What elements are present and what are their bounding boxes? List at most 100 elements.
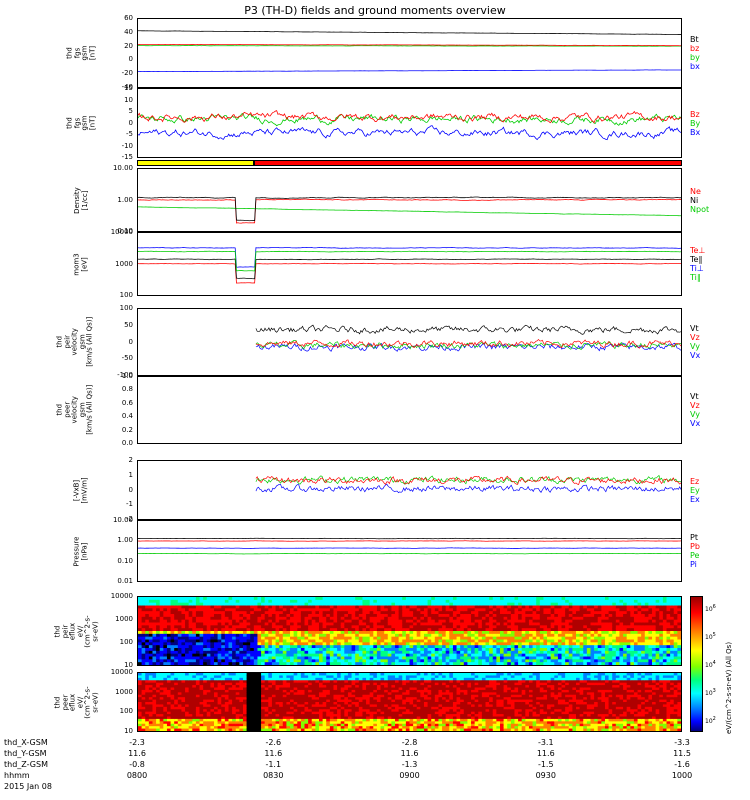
x-tick-label: 11.6 [400, 749, 419, 758]
x-axis-row-label: thd_Y-GSM [4, 749, 47, 758]
colorbar-tick-label: 104 [705, 660, 716, 669]
y-tick-label: -1 [126, 500, 133, 509]
y-tick-label: 10.00 [112, 164, 133, 172]
legend-item-Bt: Bt [690, 35, 699, 44]
date-label: 2015 Jan 08 [4, 782, 52, 791]
x-tick-label: 1000 [671, 771, 693, 780]
y-tick-label: 10000 [110, 228, 133, 236]
x-tick-label: -1.1 [265, 760, 282, 769]
x-axis-row-label: hhmm [4, 771, 30, 780]
legend-item-Vx: Vx [690, 419, 701, 428]
y-tick-label: 60 [124, 14, 133, 22]
plot-panel-temperature [137, 232, 682, 296]
y-tick-label: 1000 [115, 687, 133, 696]
y-tick-label: 0.10 [117, 227, 133, 235]
legend-item-Bx: Bx [690, 127, 701, 137]
y-axis-label: thd peir eflux eV/(cm^2-s-sr-eV) [53, 614, 100, 648]
x-tick-label: -3.1 [537, 738, 554, 747]
y-tick-label: 100 [119, 638, 133, 646]
legend-item-Vz: Vz [690, 333, 700, 342]
y-axis-label: thd peer velocity gsm [km/s (All Qs)] [55, 384, 94, 435]
status-bar-segment [254, 160, 682, 166]
legend-item-Pe: Pe [690, 551, 700, 560]
y-tick-label: 1.00 [117, 536, 133, 545]
x-axis-row-label: thd_Z-GSM [4, 760, 48, 769]
colorbar-tick-label: 103 [705, 688, 716, 697]
y-tick-label: 40 [124, 27, 133, 36]
status-bar-segment [137, 160, 255, 166]
legend-item-Ne: Ne [690, 186, 701, 196]
x-tick-label: -2.8 [401, 738, 418, 747]
colorbar-tick-label: 105 [705, 632, 716, 641]
x-tick-label: -3.3 [674, 738, 690, 747]
y-tick-label: -50 [121, 354, 133, 363]
y-tick-label: 0.8 [121, 385, 133, 394]
y-tick-label: 10000 [110, 592, 133, 600]
legend-item-bx: bx [690, 62, 700, 71]
legend-item-Ex: Ex [690, 494, 700, 504]
legend-item-bz: bz [690, 44, 700, 53]
legend-item-Pi: Pi [690, 560, 697, 569]
y-tick-label: 5 [128, 107, 133, 115]
legend-item-Vy: Vy [690, 342, 700, 351]
legend-item-Ti: Ti⊥ [690, 264, 704, 273]
x-tick-label: 11.5 [673, 749, 691, 758]
y-tick-label: 10.00 [112, 516, 133, 524]
plot-panel-density [137, 168, 682, 232]
y-tick-label: 1.0 [121, 372, 133, 380]
legend-item-Te: Te⊥ [690, 246, 706, 255]
x-tick-label: 0930 [535, 771, 556, 780]
x-tick-label: 11.6 [128, 749, 146, 758]
y-tick-label: 100 [119, 304, 133, 312]
y-tick-label: 0.10 [117, 556, 133, 565]
y-axis-label: thd fgs gsm [nT] [64, 45, 96, 61]
x-tick-label: 0830 [263, 771, 284, 780]
y-tick-label: 0.2 [121, 425, 133, 434]
legend-item-By: By [690, 118, 701, 128]
legend-item-Vy: Vy [690, 410, 700, 419]
y-tick-label: -10 [121, 141, 133, 150]
x-tick-label: 0900 [399, 771, 420, 780]
y-tick-label: -20 [121, 69, 133, 78]
y-axis-label: thd peir velocity gsm [km/s (All Qs)] [55, 316, 94, 367]
y-tick-label: 10000 [110, 668, 133, 676]
plot-panel-fgs [137, 18, 682, 88]
y-tick-label: -40 [121, 83, 133, 91]
legend-item-Vx: Vx [690, 351, 701, 360]
x-tick-label: -2.6 [265, 738, 282, 747]
colorbar-tick-label: 106 [705, 604, 716, 613]
y-tick-label: 0.6 [121, 398, 133, 407]
colorbar [690, 596, 703, 732]
x-tick-label: -1.3 [401, 760, 418, 769]
y-tick-label: 0 [128, 55, 133, 64]
x-tick-label: -1.6 [674, 760, 690, 769]
y-tick-label: 10 [124, 661, 133, 669]
y-tick-label: 100 [119, 291, 133, 299]
legend-item-Ey: Ey [690, 485, 700, 495]
legend-item-Ez: Ez [690, 476, 700, 486]
y-tick-label: 15 [124, 84, 133, 92]
colorbar-tick-label: 102 [705, 716, 716, 725]
y-tick-label: 0.0 [121, 439, 133, 447]
y-tick-label: 0 [128, 485, 133, 494]
y-tick-label: -5 [126, 130, 133, 138]
y-tick-label: 0.01 [117, 577, 133, 585]
y-tick-label: 100 [119, 707, 133, 716]
y-axis-label: [-VxB] [mV/m] [72, 476, 89, 504]
plot-panel-fgs_gsm2 [137, 88, 682, 158]
plot-panel-efield [137, 460, 682, 520]
y-tick-label: 1000 [115, 615, 133, 623]
y-tick-label: 0 [128, 118, 133, 127]
plot-panel-velocity1 [137, 308, 682, 376]
y-axis-label: thd peer eflux eV/(cm^2-s-sr-eV) [53, 685, 100, 719]
x-tick-label: 0800 [126, 771, 148, 780]
plot-panel-pressure [137, 520, 682, 582]
y-tick-label: 0 [128, 337, 133, 346]
y-tick-label: 50 [124, 320, 133, 329]
legend-item-Ti: Ti∥ [690, 273, 701, 282]
y-tick-label: 10 [124, 95, 133, 104]
legend-item-Npot: Npot [690, 204, 710, 214]
legend-item-by: by [690, 53, 700, 62]
legend-item-Pt: Pt [690, 533, 698, 542]
